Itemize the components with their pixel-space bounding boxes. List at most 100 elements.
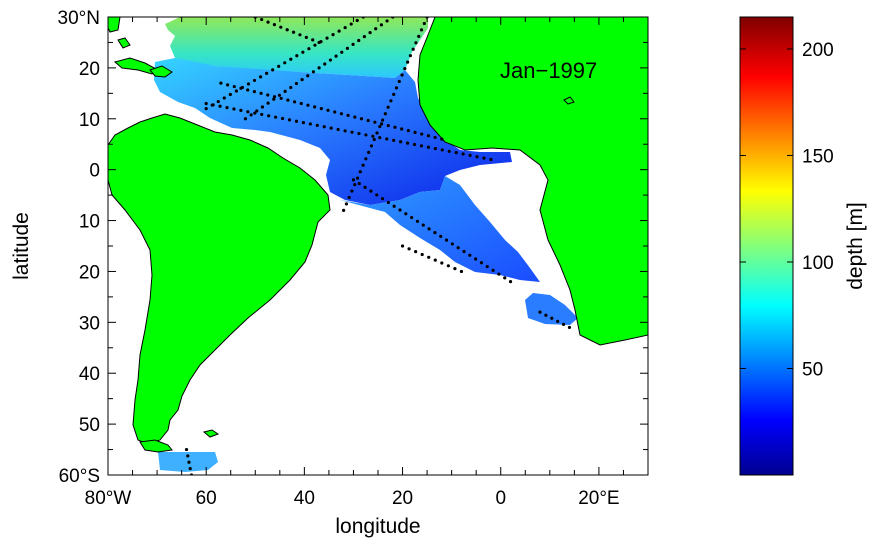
x-tick-label: 0 [495, 488, 506, 509]
x-tick-label: 60 [196, 488, 217, 509]
observation-point [340, 50, 344, 54]
observation-point [433, 231, 437, 235]
observation-point [413, 130, 417, 134]
observation-point [323, 62, 327, 66]
observation-point [260, 112, 264, 117]
x-tick-label: 20 [392, 488, 413, 509]
observation-point [271, 68, 275, 72]
observation-point [266, 101, 270, 105]
observation-point [508, 280, 513, 284]
tierra-del-fuego-land [139, 439, 173, 453]
observation-point [355, 176, 360, 180]
observation-point [393, 125, 397, 129]
observation-point [313, 43, 317, 47]
observation-point [322, 125, 326, 129]
observation-point [411, 47, 415, 51]
observation-point [336, 127, 340, 132]
observation-point [272, 97, 276, 101]
observation-point [299, 101, 303, 106]
observation-point [286, 98, 290, 102]
observation-point [426, 134, 431, 138]
observation-point [298, 33, 302, 37]
observation-point [489, 157, 493, 162]
observation-point [544, 313, 548, 317]
y-tick-label: 50 [79, 415, 100, 436]
observation-point [349, 22, 353, 26]
x-tick-label: 20°E [578, 488, 619, 509]
observation-point [277, 64, 281, 68]
observation-point [334, 54, 338, 58]
depth-region-benguela [525, 293, 578, 325]
observation-point [386, 123, 390, 128]
observation-point [419, 28, 424, 32]
observation-point [218, 104, 222, 108]
observation-point [258, 75, 263, 79]
observation-point [404, 212, 408, 216]
colorbar-tick-label: 150 [802, 146, 834, 167]
observation-point [351, 42, 355, 47]
observation-point [412, 142, 417, 147]
observation-point [246, 88, 250, 92]
observation-point [392, 92, 396, 96]
observation-point [272, 23, 277, 27]
observation-point [379, 23, 383, 27]
observation-point [503, 276, 507, 280]
y-tick-label: 40 [79, 364, 100, 385]
observation-point [285, 28, 289, 32]
observation-point [462, 249, 466, 254]
observation-point [406, 60, 410, 64]
observation-point [306, 103, 310, 107]
observation-point [204, 101, 208, 106]
observation-point [440, 148, 444, 152]
depth-region-south-equatorial [340, 176, 540, 282]
x-tick-label: 40 [294, 488, 315, 509]
observation-point [234, 89, 238, 93]
africa-land [417, 17, 648, 346]
observation-point [359, 117, 364, 121]
observation-point [339, 112, 344, 116]
observation-point [400, 127, 404, 131]
observation-point [385, 19, 389, 23]
falkland-islands-land [202, 429, 220, 438]
observation-point [350, 189, 354, 193]
observation-point [453, 267, 457, 271]
observation-point [283, 89, 287, 93]
observation-point [433, 146, 437, 151]
observation-point [252, 90, 256, 94]
observation-point [440, 137, 444, 141]
observation-point [253, 111, 257, 115]
y-tick-label: 30°N [58, 8, 100, 29]
observation-point [361, 163, 365, 167]
observation-point [427, 255, 431, 259]
y-axis-label: latitude [10, 212, 33, 280]
observation-point [386, 200, 390, 205]
observation-point [311, 38, 315, 42]
observation-tracks [184, 17, 572, 475]
observation-point [420, 252, 424, 257]
observation-point [232, 84, 236, 89]
observation-point [315, 123, 319, 127]
observation-point [414, 250, 418, 254]
observation-point [399, 140, 403, 144]
frame-minor-ticks [107, 16, 649, 476]
observation-point [371, 134, 375, 138]
date-annotation: Jan−1997 [500, 58, 597, 83]
observation-point [300, 78, 304, 82]
observation-point [317, 66, 321, 70]
observation-point [421, 223, 425, 227]
observation-point [225, 106, 229, 110]
observation-point [291, 30, 296, 34]
observation-point [222, 96, 226, 100]
observation-point [561, 322, 566, 326]
observation-point [280, 116, 285, 121]
observation-point [357, 182, 361, 186]
observation-point [313, 105, 317, 109]
observation-point [380, 197, 385, 201]
observation-point [331, 33, 335, 37]
colorbar-label: depth [m] [844, 202, 867, 290]
observation-point [306, 74, 310, 78]
observation-point [392, 138, 396, 142]
observation-point [368, 31, 372, 35]
observation-point [419, 144, 424, 148]
observation-point [407, 247, 411, 251]
